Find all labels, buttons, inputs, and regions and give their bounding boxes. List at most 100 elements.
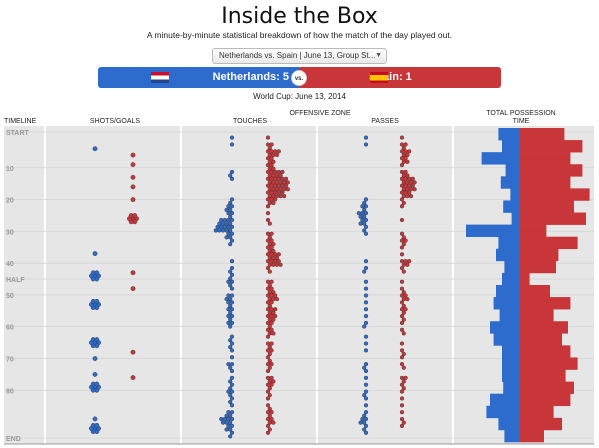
shots-header: SHOTS/GOALS [89, 118, 141, 125]
touch-spain [269, 259, 274, 264]
shot-netherlands [94, 270, 100, 276]
touch-netherlands [226, 362, 231, 367]
touch-netherlands [229, 320, 235, 326]
touch-spain [271, 262, 276, 267]
possession-bar-netherlands [466, 224, 520, 237]
touch-netherlands [226, 217, 231, 223]
touch-netherlands [226, 313, 231, 319]
pass-spain [399, 307, 405, 312]
touch-spain [280, 183, 285, 188]
pass-spain [399, 265, 405, 271]
shot-spain [130, 349, 136, 355]
touch-netherlands [213, 228, 218, 233]
touch-spain [273, 259, 278, 264]
pass-netherlands [360, 204, 365, 209]
touch-spain [273, 307, 278, 312]
touch-spain [280, 176, 285, 181]
touch-netherlands [229, 135, 235, 140]
touch-spain [271, 159, 276, 164]
touch-netherlands [228, 345, 233, 350]
possession-bar-spain [520, 248, 559, 262]
shot-spain [130, 375, 136, 381]
touch-netherlands [229, 375, 235, 380]
touch-spain [265, 279, 271, 284]
possession-bar-netherlands [503, 200, 520, 213]
shot-netherlands [94, 381, 100, 387]
match-select[interactable]: Netherlands vs. Spain | June 13, Group S… [212, 48, 387, 64]
pass-netherlands [363, 135, 369, 140]
touch-netherlands [226, 231, 231, 236]
pass-spain [399, 410, 405, 415]
possession-bar-netherlands [481, 152, 520, 165]
touch-spain [283, 176, 289, 181]
touch-spain [265, 183, 271, 188]
touch-netherlands [229, 217, 235, 223]
touch-spain [267, 269, 272, 274]
pass-netherlands [360, 416, 365, 422]
touch-netherlands [229, 176, 235, 181]
possession-bar-spain [520, 369, 566, 382]
pass-spain [401, 242, 406, 247]
touch-netherlands [229, 169, 235, 175]
touch-netherlands [228, 365, 233, 370]
possession-bar-spain [520, 381, 574, 394]
touch-netherlands [229, 313, 235, 319]
touch-netherlands [228, 242, 233, 247]
possession-header: TOTAL POSSESSION TIME [486, 110, 556, 125]
possession-bar-spain [520, 357, 578, 370]
touch-netherlands [226, 204, 231, 209]
touch-spain [265, 307, 271, 312]
touch-spain [265, 348, 271, 353]
possession-bar-spain [520, 200, 574, 213]
touch-netherlands [222, 224, 227, 229]
pass-spain [399, 204, 405, 209]
pass-spain [399, 142, 405, 147]
pass-netherlands [363, 410, 369, 415]
pass-spain [401, 235, 406, 240]
pass-spain [401, 317, 406, 322]
touch-spain [269, 416, 274, 422]
pass-netherlands [363, 204, 369, 209]
pass-spain [401, 310, 406, 315]
touch-spain [265, 142, 271, 147]
touch-netherlands [220, 228, 226, 233]
touch-spain [269, 375, 274, 380]
touch-netherlands [228, 303, 233, 309]
touch-spain [271, 317, 276, 322]
pass-netherlands [363, 368, 369, 374]
pass-netherlands [363, 224, 369, 229]
pass-spain [410, 176, 415, 181]
shot-netherlands [94, 298, 100, 304]
touch-netherlands [229, 341, 235, 346]
timeline-label: 40 [6, 261, 14, 268]
pass-netherlands [363, 300, 369, 305]
score-bar: Netherlands: 5 Spain: 1 vs. [98, 67, 501, 88]
pass-netherlands [360, 211, 365, 216]
touch-spain [265, 430, 271, 435]
pass-netherlands [362, 413, 367, 418]
touch-spain [271, 200, 276, 206]
column-background [46, 126, 181, 444]
shot-netherlands [92, 356, 98, 361]
pass-spain [403, 238, 408, 243]
pass-spain [399, 190, 405, 195]
touch-netherlands [229, 300, 235, 305]
touch-netherlands [222, 416, 227, 422]
possession-bar-spain [520, 128, 565, 141]
pass-spain [401, 145, 406, 151]
touch-spain [265, 156, 271, 161]
touch-netherlands [224, 207, 229, 212]
pass-spain [399, 389, 405, 394]
touch-spain [265, 410, 271, 415]
pass-spain [403, 293, 408, 298]
pass-netherlands [362, 365, 367, 370]
touch-spain [265, 341, 271, 346]
touch-spain [278, 262, 283, 267]
passes-header: PASSES [371, 118, 399, 125]
touch-spain [265, 135, 271, 140]
pass-spain [399, 279, 405, 284]
touch-netherlands [229, 423, 235, 429]
timeline-label: START [6, 130, 30, 137]
match-select-value: Netherlands vs. Spain | June 13, Group S… [219, 51, 376, 60]
pass-netherlands [363, 396, 369, 401]
